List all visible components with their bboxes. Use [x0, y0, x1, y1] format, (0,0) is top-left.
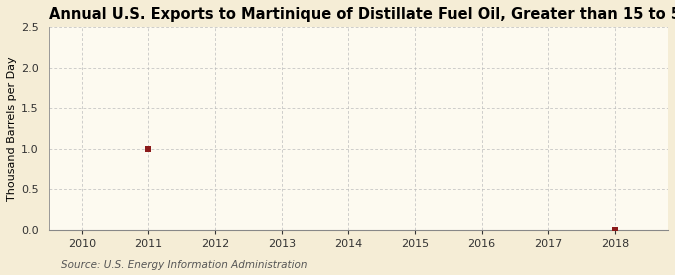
Text: Annual U.S. Exports to Martinique of Distillate Fuel Oil, Greater than 15 to 500: Annual U.S. Exports to Martinique of Dis… — [49, 7, 675, 22]
Point — [143, 147, 154, 151]
Text: Source: U.S. Energy Information Administration: Source: U.S. Energy Information Administ… — [61, 260, 307, 270]
Y-axis label: Thousand Barrels per Day: Thousand Barrels per Day — [7, 56, 17, 201]
Point — [610, 228, 620, 232]
